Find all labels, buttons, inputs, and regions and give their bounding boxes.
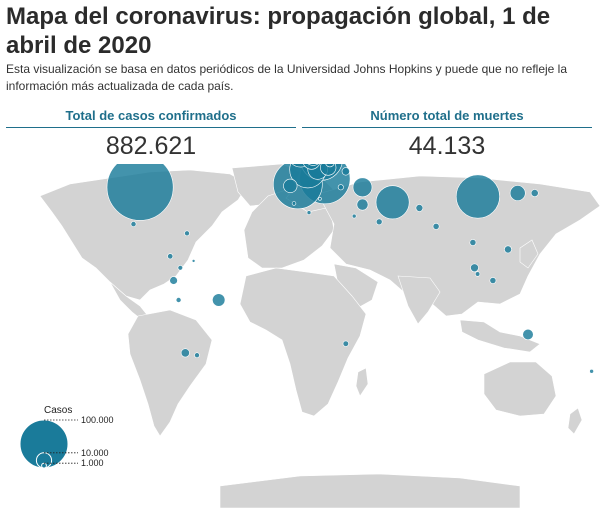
deaths-label: Número total de muertes: [302, 108, 592, 128]
deaths-value: 44.133: [408, 132, 486, 160]
land-africa: [239, 267, 367, 417]
land-australia: [483, 361, 557, 417]
bubble-morocco[interactable]: [291, 201, 297, 206]
bubble-panama[interactable]: [167, 253, 174, 260]
bubble-saudi-arabia[interactable]: [375, 218, 383, 226]
confirmed-cases-label: Total de casos confirmados: [6, 108, 296, 128]
legend-label-10000: 10.000: [81, 448, 109, 458]
bubble-thailand[interactable]: [469, 239, 477, 246]
legend-label-100000: 100.000: [81, 415, 114, 425]
bubble-south-korea[interactable]: [509, 185, 526, 201]
bubble-peru[interactable]: [175, 297, 182, 303]
legend-circle-1000: [41, 462, 47, 469]
land-japan: [519, 239, 539, 269]
bubble-malaysia[interactable]: [470, 263, 479, 273]
bubble-philippines[interactable]: [504, 245, 512, 254]
confirmed-cases-value: 882.621: [105, 132, 197, 160]
bubble-venezuela[interactable]: [191, 259, 196, 263]
bubble-south-africa[interactable]: [342, 340, 349, 347]
land-south-america: [127, 309, 213, 437]
case-bubbles: [106, 164, 594, 374]
bubble-united-states[interactable]: [106, 164, 174, 221]
bubble-brazil[interactable]: [212, 293, 226, 307]
bubble-colombia[interactable]: [177, 265, 184, 271]
bubble-austria[interactable]: [320, 164, 337, 176]
bubble-singapore[interactable]: [475, 271, 481, 277]
bubble-turkey[interactable]: [352, 177, 373, 198]
bubble-greece[interactable]: [337, 184, 344, 191]
legend-title: Casos: [44, 405, 72, 416]
bubble-indonesia[interactable]: [489, 277, 497, 284]
land-madagascar: [355, 367, 369, 397]
page-title: Mapa del coronavirus: propagación global…: [6, 3, 551, 59]
bubble-china[interactable]: [455, 174, 500, 219]
deaths-stat: Número total de muertes 44.133: [302, 108, 592, 160]
bubble-ecuador[interactable]: [169, 276, 178, 285]
bubble-argentina[interactable]: [194, 352, 200, 358]
bubble-japan[interactable]: [530, 189, 539, 197]
bubble-portugal[interactable]: [283, 178, 298, 193]
bubble-mexico[interactable]: [130, 221, 137, 227]
land-antarctica: [219, 473, 521, 508]
bubble-egypt[interactable]: [351, 213, 357, 219]
bubble-tunisia[interactable]: [318, 196, 322, 201]
bubble-chile[interactable]: [180, 348, 190, 358]
confirmed-cases-stat: Total de casos confirmados 882.621: [6, 108, 296, 160]
land-new-zealand: [567, 407, 583, 435]
bubble-czechia[interactable]: [325, 164, 335, 168]
bubble-romania[interactable]: [341, 167, 350, 176]
bubble-india[interactable]: [432, 223, 440, 230]
bubble-iran[interactable]: [375, 185, 410, 220]
bubble-dominican-republic[interactable]: [184, 230, 190, 237]
bubble-new-zealand[interactable]: [589, 369, 594, 374]
bubble-netherlands[interactable]: [305, 164, 322, 166]
bubble-pakistan[interactable]: [415, 204, 424, 212]
world-map[interactable]: Casos 100.000 10.000 1.000: [0, 164, 608, 508]
bubble-israel[interactable]: [356, 198, 369, 211]
bubble-australia[interactable]: [522, 328, 534, 341]
land-india: [397, 275, 441, 325]
page-subtitle: Esta visualización se basa en datos peri…: [6, 62, 568, 93]
land-southeast-asia: [459, 319, 541, 353]
bubble-algeria[interactable]: [306, 210, 312, 215]
map-legend: Casos 100.000 10.000 1.000: [19, 405, 114, 469]
legend-label-1000: 1.000: [81, 458, 104, 468]
